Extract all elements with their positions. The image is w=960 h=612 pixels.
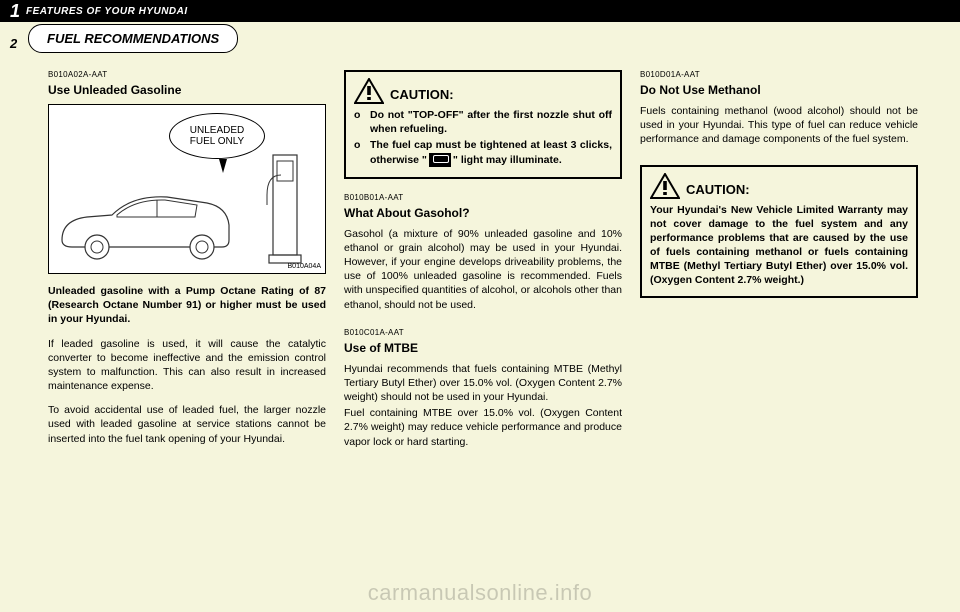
section-code: B010B01A-AAT [344, 193, 622, 204]
manual-page: 1 FEATURES OF YOUR HYUNDAI 2 FUEL RECOMM… [0, 0, 960, 612]
chapter-number: 1 [0, 1, 26, 22]
speech-bubble: UNLEADED FUEL ONLY [169, 113, 265, 159]
caution-text: Your Hyundai's New Vehicle Limited Warra… [650, 203, 908, 288]
caution-list: o Do not "TOP-OFF" after the first nozzl… [354, 108, 612, 167]
section-heading: What About Gasohol? [344, 205, 622, 221]
car-icon [57, 185, 237, 265]
column-1: B010A02A-AAT Use Unleaded Gasoline UNLEA… [48, 70, 326, 459]
paragraph: Gasohol (a mixture of 90% unleaded gasol… [344, 227, 622, 312]
watermark: carmanualsonline.info [0, 580, 960, 606]
section-code: B010C01A-AAT [344, 328, 622, 339]
bullet: o [354, 138, 364, 166]
column-3: B010D01A-AAT Do Not Use Methanol Fuels c… [640, 70, 918, 459]
section-code: B010D01A-AAT [640, 70, 918, 81]
section-heading: Use of MTBE [344, 340, 622, 356]
paragraph: Fuels containing methanol (wood alcohol)… [640, 104, 918, 147]
illustration-fuel: UNLEADED FUEL ONLY [48, 104, 326, 274]
caution-item: o The fuel cap must be tightened at leas… [354, 138, 612, 166]
bubble-text: UNLEADED FUEL ONLY [190, 125, 244, 147]
bubble-tail [219, 159, 227, 173]
page-number: 2 [10, 36, 17, 51]
warning-triangle-icon [354, 78, 384, 104]
paragraph: Hyundai recommends that fuels containing… [344, 362, 622, 405]
section-tab: FUEL RECOMMENDATIONS [28, 24, 238, 53]
column-2: CAUTION: o Do not "TOP-OFF" after the fi… [344, 70, 622, 459]
caution-title: CAUTION: [686, 181, 750, 199]
header-title: FEATURES OF YOUR HYUNDAI [26, 6, 188, 17]
content-columns: B010A02A-AAT Use Unleaded Gasoline UNLEA… [48, 70, 918, 459]
paragraph: If leaded gasoline is used, it will caus… [48, 337, 326, 394]
caution-title: CAUTION: [390, 86, 454, 104]
illustration-code: B010A04A [288, 262, 321, 271]
caution-header: CAUTION: [650, 173, 908, 199]
caution-box: CAUTION: Your Hyundai's New Vehicle Limi… [640, 165, 918, 298]
paragraph: Fuel containing MTBE over 15.0% vol. (Ox… [344, 406, 622, 449]
caution-item-text: The fuel cap must be tightened at least … [370, 138, 612, 166]
caution-item-text: Do not "TOP-OFF" after the first nozzle … [370, 108, 612, 136]
paragraph: To avoid accidental use of leaded fuel, … [48, 403, 326, 446]
warning-triangle-icon [650, 173, 680, 199]
header-bar: 1 FEATURES OF YOUR HYUNDAI [0, 0, 960, 22]
bold-paragraph: Unleaded gasoline with a Pump Octane Rat… [48, 284, 326, 327]
check-engine-icon [429, 153, 451, 167]
caution-header: CAUTION: [354, 78, 612, 104]
caution-item: o Do not "TOP-OFF" after the first nozzl… [354, 108, 612, 136]
section-heading: Do Not Use Methanol [640, 82, 918, 98]
section-heading: Use Unleaded Gasoline [48, 82, 326, 98]
bullet: o [354, 108, 364, 136]
fuel-pump-icon [265, 145, 305, 265]
section-code: B010A02A-AAT [48, 70, 326, 81]
caution-box: CAUTION: o Do not "TOP-OFF" after the fi… [344, 70, 622, 179]
